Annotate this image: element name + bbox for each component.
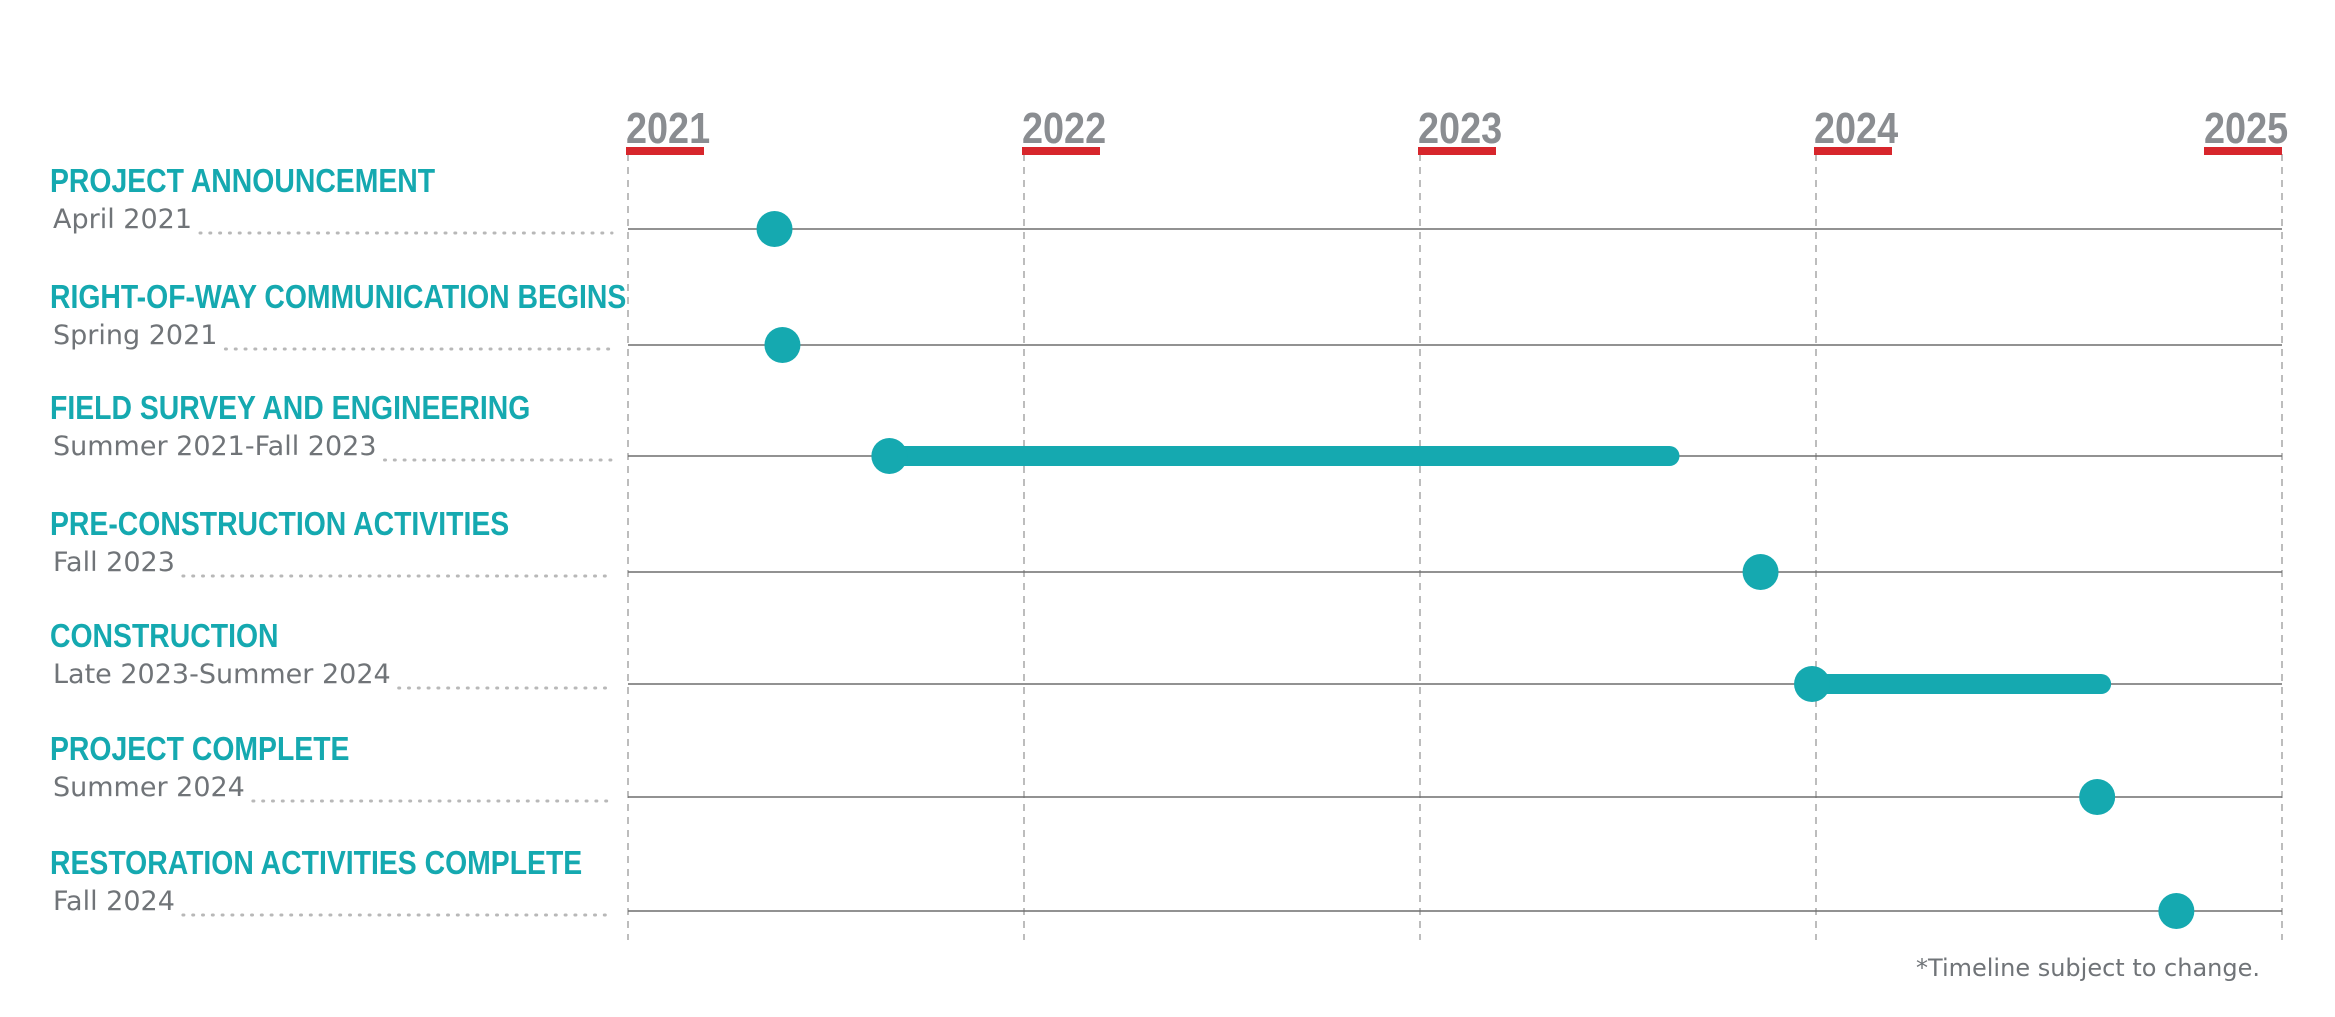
- year-underline: [1814, 147, 1892, 155]
- timeline-row: RESTORATION ACTIVITIES COMPLETE Fall 2024: [50, 844, 2282, 929]
- timeline-row: PRE-CONSTRUCTION ACTIVITIES Fall 2023: [50, 505, 2282, 590]
- task-title: CONSTRUCTION: [50, 617, 279, 655]
- task-date-label: Fall 2024: [53, 886, 175, 917]
- task-title: FIELD SURVEY AND ENGINEERING: [50, 389, 530, 427]
- year-label: 2021: [626, 103, 710, 152]
- year-underline: [1022, 147, 1100, 155]
- year-axis: 2021 2022 2023 2024 2025: [626, 103, 2288, 155]
- task-title: RESTORATION ACTIVITIES COMPLETE: [50, 844, 582, 882]
- timeline-row: PROJECT ANNOUNCEMENT April 2021: [50, 162, 2282, 247]
- task-date-label: Summer 2024: [53, 772, 245, 803]
- footnote: *Timeline subject to change.: [1916, 954, 2260, 982]
- milestone-dot: [871, 438, 908, 474]
- milestone-dot: [2079, 779, 2116, 815]
- task-title: RIGHT-OF-WAY COMMUNICATION BEGINS: [50, 278, 626, 316]
- task-date-label: April 2021: [53, 204, 192, 235]
- task-title: PROJECT ANNOUNCEMENT: [50, 162, 435, 200]
- task-date-label: Summer 2021-Fall 2023: [53, 431, 377, 462]
- timeline-row: FIELD SURVEY AND ENGINEERING Summer 2021-…: [50, 389, 2282, 474]
- task-date-label: Fall 2023: [53, 547, 175, 578]
- year-gridlines: [627, 154, 2283, 940]
- year-label: 2022: [1022, 103, 1106, 152]
- timeline-row: PROJECT COMPLETE Summer 2024: [50, 730, 2282, 815]
- milestone-dot: [764, 327, 801, 363]
- milestone-dot: [2158, 893, 2195, 929]
- year-label: 2025: [2204, 103, 2288, 152]
- timeline-row: RIGHT-OF-WAY COMMUNICATION BEGINS Spring …: [50, 278, 2282, 363]
- milestone-dot: [1742, 554, 1779, 590]
- task-title: PROJECT COMPLETE: [50, 730, 350, 768]
- task-date-label: Late 2023-Summer 2024: [53, 659, 391, 690]
- timeline-row: CONSTRUCTION Late 2023-Summer 2024: [50, 617, 2282, 702]
- milestone-dot: [756, 211, 793, 247]
- task-title: PRE-CONSTRUCTION ACTIVITIES: [50, 505, 509, 543]
- year-label: 2023: [1418, 103, 1502, 152]
- task-date-label: Spring 2021: [53, 320, 217, 351]
- timeline-rows: PROJECT ANNOUNCEMENT April 2021 RIGHT-OF-W…: [50, 162, 2282, 929]
- milestone-dot: [1794, 666, 1831, 702]
- year-underline: [1418, 147, 1496, 155]
- year-underline: [2204, 147, 2282, 155]
- year-label: 2024: [1814, 103, 1898, 152]
- year-underline: [626, 147, 704, 155]
